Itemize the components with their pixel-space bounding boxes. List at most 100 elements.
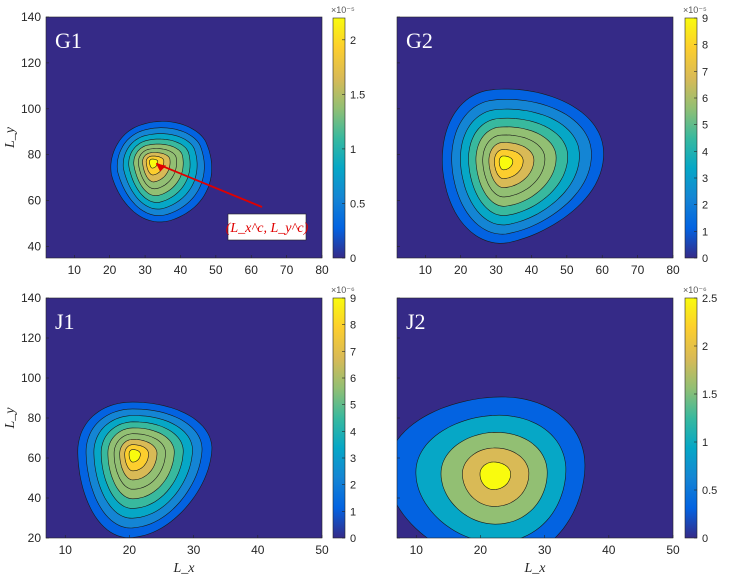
panel-label: G2 xyxy=(406,28,433,53)
colorbar-tick-label: 1 xyxy=(702,437,708,449)
x-tick-label: 30 xyxy=(489,263,503,277)
colorbar-exponent: ×10⁻⁵ xyxy=(683,5,707,15)
colorbar-tick-label: 3 xyxy=(702,173,708,185)
axes-frame xyxy=(396,16,674,259)
x-tick-label: 10 xyxy=(419,263,433,277)
colorbar-tick-label: 5 xyxy=(350,400,356,412)
y-tick-label: 120 xyxy=(21,56,41,70)
x-tick-label: 30 xyxy=(538,543,552,557)
x-axis-label: L_x xyxy=(173,561,196,576)
contour-layer xyxy=(77,401,213,538)
colorbar-tick-label: 8 xyxy=(702,40,708,52)
y-tick-label: 40 xyxy=(28,240,42,254)
annotation-label: (L_x^c, L_y^c) xyxy=(226,221,309,236)
x-tick-label: 30 xyxy=(138,263,152,277)
x-tick-label: 70 xyxy=(631,263,645,277)
colorbar-tick-label: 7 xyxy=(702,66,708,78)
colorbar-tick-label: 2 xyxy=(350,35,356,47)
colorbar-tick-label: 7 xyxy=(350,346,356,358)
colorbar xyxy=(332,17,346,259)
y-tick-label: 80 xyxy=(28,148,42,162)
x-tick-label: 20 xyxy=(123,543,137,557)
x-tick-label: 20 xyxy=(103,263,117,277)
x-tick-label: 50 xyxy=(560,263,574,277)
colorbar-exponent: ×10⁻⁶ xyxy=(331,285,355,295)
contour-band xyxy=(498,155,514,171)
colorbar-tick-label: 2 xyxy=(350,480,356,492)
colorbar xyxy=(684,17,698,259)
contour-layer xyxy=(110,121,213,223)
x-tick-label: 60 xyxy=(596,263,610,277)
x-tick-label: 40 xyxy=(602,543,616,557)
contour-layer xyxy=(441,88,604,244)
panel-label: J2 xyxy=(406,309,426,334)
annotation-arrow xyxy=(155,162,263,208)
y-tick-label: 60 xyxy=(28,194,42,208)
x-tick-label: 40 xyxy=(525,263,539,277)
panel-g1: 10 20 30 40 50 60 70 80 40 60 80 100 120 140 G1 L_y 0 0.5… xyxy=(3,5,365,277)
colorbar-tick-label: 1 xyxy=(702,226,708,238)
panel-label: J1 xyxy=(55,309,75,334)
contour-band xyxy=(128,449,141,463)
contour-band xyxy=(479,461,511,490)
x-tick-label: 10 xyxy=(68,263,82,277)
colorbar-tick-label: 0 xyxy=(702,533,708,545)
x-tick-label: 20 xyxy=(454,263,468,277)
x-tick-label: 10 xyxy=(59,543,73,557)
x-axis-label: L_x xyxy=(524,561,547,576)
colorbar-tick-label: 0.5 xyxy=(702,485,717,497)
colorbar-tick-label: 5 xyxy=(702,120,708,132)
colorbar-tick-label: 9 xyxy=(702,13,708,25)
x-tick-label: 40 xyxy=(174,263,188,277)
colorbar-tick-label: 0 xyxy=(350,533,356,545)
x-tick-label: 70 xyxy=(280,263,294,277)
colorbar-tick-label: 1 xyxy=(350,506,356,518)
x-tick-label: 10 xyxy=(410,543,424,557)
y-axis-label: L_y xyxy=(3,407,18,430)
colorbar-tick-label: 2 xyxy=(702,200,708,212)
colorbar-tick-label: 3 xyxy=(350,453,356,465)
colorbar-tick-label: 0.5 xyxy=(350,198,365,210)
panel-label: G1 xyxy=(55,28,82,53)
colorbar-tick-label: 4 xyxy=(702,146,708,158)
y-tick-label: 20 xyxy=(28,531,42,545)
colorbar-tick-label: 1.5 xyxy=(350,89,365,101)
colorbar-tick-label: 8 xyxy=(350,320,356,332)
x-tick-label: 50 xyxy=(666,543,680,557)
colorbar-tick-label: 6 xyxy=(702,93,708,105)
x-tick-label: 80 xyxy=(666,263,680,277)
colorbar xyxy=(684,297,698,539)
y-tick-label: 140 xyxy=(21,10,41,24)
x-tick-label: 80 xyxy=(315,263,329,277)
x-tick-label: 50 xyxy=(209,263,223,277)
x-tick-label: 40 xyxy=(251,543,265,557)
colorbar-tick-label: 6 xyxy=(350,373,356,385)
colorbar-tick-label: 1 xyxy=(350,144,356,156)
y-tick-label: 40 xyxy=(28,491,42,505)
colorbar-exponent: ×10⁻⁶ xyxy=(683,285,707,295)
y-tick-label: 60 xyxy=(28,451,42,465)
axes-frame xyxy=(45,16,323,259)
y-axis-label: L_y xyxy=(3,126,18,149)
colorbar-exponent: ×10⁻⁵ xyxy=(331,5,355,15)
panel-j2: 10 20 30 40 50 J2 L_x 0 0.5 1 1.5 2 2.5×10⁻⁶ xyxy=(396,285,717,576)
colorbar-tick-label: 0 xyxy=(702,253,708,265)
y-tick-label: 140 xyxy=(21,291,41,305)
contour-layer xyxy=(397,396,586,538)
colorbar-tick-label: 2.5 xyxy=(702,293,717,305)
colorbar xyxy=(332,297,346,539)
panel-g2: 10 20 30 40 50 60 70 80 G2 0 1 2 3 4 5 6 7 8 9×10⁻⁵ xyxy=(396,5,708,277)
x-tick-label: 50 xyxy=(315,543,329,557)
y-tick-label: 100 xyxy=(21,102,41,116)
y-tick-label: 100 xyxy=(21,371,41,385)
y-tick-label: 80 xyxy=(28,411,42,425)
x-tick-label: 60 xyxy=(245,263,259,277)
colorbar-tick-label: 9 xyxy=(350,293,356,305)
annotation-arrowhead xyxy=(156,163,167,172)
colorbar-tick-label: 2 xyxy=(702,341,708,353)
panel-j1: 10 20 30 40 50 20 40 60 80 100 120 140 J1 L_y L_x 0 1 2 3 4… xyxy=(3,285,356,576)
x-tick-label: 30 xyxy=(187,543,201,557)
x-tick-label: 20 xyxy=(474,543,488,557)
contour-band xyxy=(149,158,159,169)
